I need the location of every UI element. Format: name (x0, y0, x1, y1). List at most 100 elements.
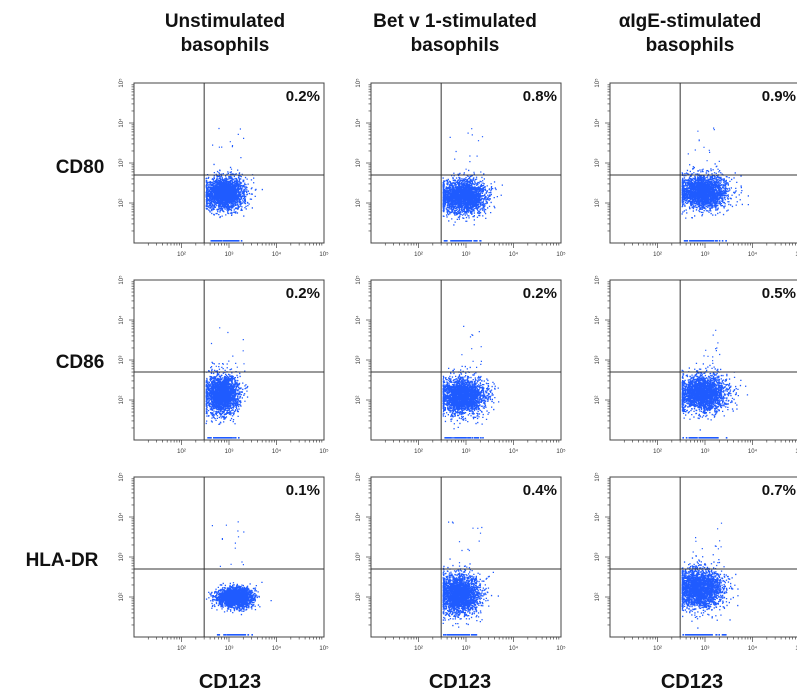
panel-frame (609, 82, 797, 244)
quadrant-percent: 0.5% (762, 285, 796, 302)
y-tick-label: 10² (356, 199, 362, 208)
x-tick-label: 10⁵ (556, 251, 566, 258)
panel-frame (370, 279, 562, 441)
x-axis-label-0: CD123 (199, 671, 261, 693)
x-tick-label: 10⁵ (795, 645, 797, 652)
event-dots (442, 128, 503, 242)
quadrant-percent: 0.2% (523, 285, 557, 302)
quadrant-percent: 0.4% (523, 482, 557, 499)
y-tick-label: 10³ (356, 159, 362, 168)
panel-cd80-1: 10² 10² 10³ 10³ 10⁴ 10⁴ 10⁵ 10⁵ 0.8% (355, 78, 566, 258)
event-dots (205, 327, 249, 439)
y-tick-label: 10⁴ (594, 315, 601, 325)
x-tick-label: 10³ (225, 252, 234, 258)
quadrant-percent: 0.9% (762, 88, 796, 105)
y-tick-label: 10² (595, 199, 601, 208)
quadrant-percent: 0.2% (286, 88, 320, 105)
y-tick-label: 10³ (356, 553, 362, 562)
column-header-2: αIgE-stimulated basophils (619, 11, 762, 56)
x-tick-label: 10³ (462, 646, 471, 652)
event-dot-cloud (442, 325, 500, 439)
axis-ticks (129, 281, 323, 445)
row-label-hla-dr: HLA-DR (26, 550, 99, 571)
x-tick-label: 10³ (462, 252, 471, 258)
event-dots (681, 522, 739, 636)
panel-cd80-0: 10² 10² 10³ 10³ 10⁴ 10⁴ 10⁵ 10⁵ 0.2% (118, 78, 329, 258)
x-tick-label: 10³ (462, 449, 471, 455)
y-tick-label: 10³ (119, 356, 125, 365)
y-tick-label: 10⁵ (118, 472, 125, 482)
y-tick-label: 10² (119, 593, 125, 602)
x-tick-label: 10³ (701, 449, 710, 455)
y-tick-label: 10² (356, 593, 362, 602)
x-tick-label: 10⁴ (748, 448, 758, 455)
y-tick-label: 10⁵ (355, 275, 362, 285)
x-tick-label: 10⁵ (319, 448, 329, 455)
y-tick-label: 10² (595, 396, 601, 405)
panel-cd86-1: 10² 10² 10³ 10³ 10⁴ 10⁴ 10⁵ 10⁵ 0.2% (355, 275, 566, 455)
column-headers: Unstimulated basophils Bet v 1-stimulated b… (165, 11, 761, 56)
scatter-panels: 10² 10² 10³ 10³ 10⁴ 10⁴ 10⁵ 10⁵ 0.2% 10² 10² 10³ 10³… (118, 78, 797, 652)
panel-hla-dr-1: 10² 10² 10³ 10³ 10⁴ 10⁴ 10⁵ 10⁵ 0.4% (355, 472, 566, 652)
x-tick-label: 10⁴ (272, 645, 282, 652)
x-axis-labels: CD123 CD123 CD123 (199, 671, 723, 693)
y-tick-label: 10⁵ (118, 78, 125, 88)
y-tick-label: 10⁴ (355, 315, 362, 325)
axis-ticks (605, 281, 796, 445)
x-tick-label: 10² (177, 646, 186, 652)
axis-ticks (605, 478, 796, 642)
y-tick-label: 10⁵ (594, 78, 601, 88)
event-dots (205, 127, 263, 242)
row-labels: CD80 CD86 HLA-DR (26, 157, 105, 571)
event-dots (681, 127, 749, 242)
x-tick-label: 10² (177, 252, 186, 258)
x-tick-label: 10⁴ (509, 448, 519, 455)
x-tick-label: 10² (414, 646, 423, 652)
quadrant-percent: 0.8% (523, 88, 557, 105)
row-label-cd86: CD86 (56, 352, 105, 373)
axis-ticks (366, 281, 560, 445)
column-header-0: Unstimulated basophils (165, 11, 285, 56)
event-dots (442, 325, 500, 439)
y-tick-label: 10³ (119, 159, 125, 168)
x-tick-label: 10³ (225, 646, 234, 652)
x-tick-label: 10³ (225, 449, 234, 455)
event-dots (442, 521, 499, 636)
y-tick-label: 10⁵ (355, 78, 362, 88)
event-dot-cloud (205, 327, 249, 439)
panel-frame (370, 82, 562, 244)
event-dot-cloud (205, 127, 263, 242)
event-dot-cloud (681, 329, 749, 439)
y-tick-label: 10⁴ (118, 118, 125, 128)
panel-cd80-2: 10² 10² 10³ 10³ 10⁴ 10⁴ 10⁵ 10⁵ 0.9% (594, 78, 797, 258)
x-tick-label: 10⁵ (795, 448, 797, 455)
x-tick-label: 10² (653, 646, 662, 652)
y-tick-label: 10⁵ (118, 275, 125, 285)
y-tick-label: 10² (356, 396, 362, 405)
column-header-1: Bet v 1-stimulated basophils (373, 11, 537, 56)
x-axis-label-1: CD123 (429, 671, 491, 693)
x-tick-label: 10³ (701, 646, 710, 652)
y-tick-label: 10³ (595, 553, 601, 562)
y-tick-label: 10⁵ (594, 275, 601, 285)
y-tick-label: 10⁵ (594, 472, 601, 482)
event-dot-cloud (681, 522, 739, 636)
axis-ticks (605, 84, 796, 248)
y-tick-label: 10⁴ (118, 315, 125, 325)
axis-ticks (129, 84, 323, 248)
panel-hla-dr-2: 10² 10² 10³ 10³ 10⁴ 10⁴ 10⁵ 10⁵ 0.7% (594, 472, 797, 652)
panel-cd86-0: 10² 10² 10³ 10³ 10⁴ 10⁴ 10⁵ 10⁵ 0.2% (118, 275, 329, 455)
axis-ticks (366, 478, 560, 642)
quadrant-percent: 0.2% (286, 285, 320, 302)
y-tick-label: 10⁴ (355, 512, 362, 522)
event-dot-cloud (442, 521, 499, 636)
y-tick-label: 10⁴ (118, 512, 125, 522)
event-dot-cloud (681, 127, 749, 242)
row-label-cd80: CD80 (56, 157, 105, 178)
x-tick-label: 10⁴ (748, 645, 758, 652)
axis-ticks (366, 84, 560, 248)
y-tick-label: 10³ (595, 356, 601, 365)
axis-ticks (129, 478, 323, 642)
quadrant-percent: 0.1% (286, 482, 320, 499)
